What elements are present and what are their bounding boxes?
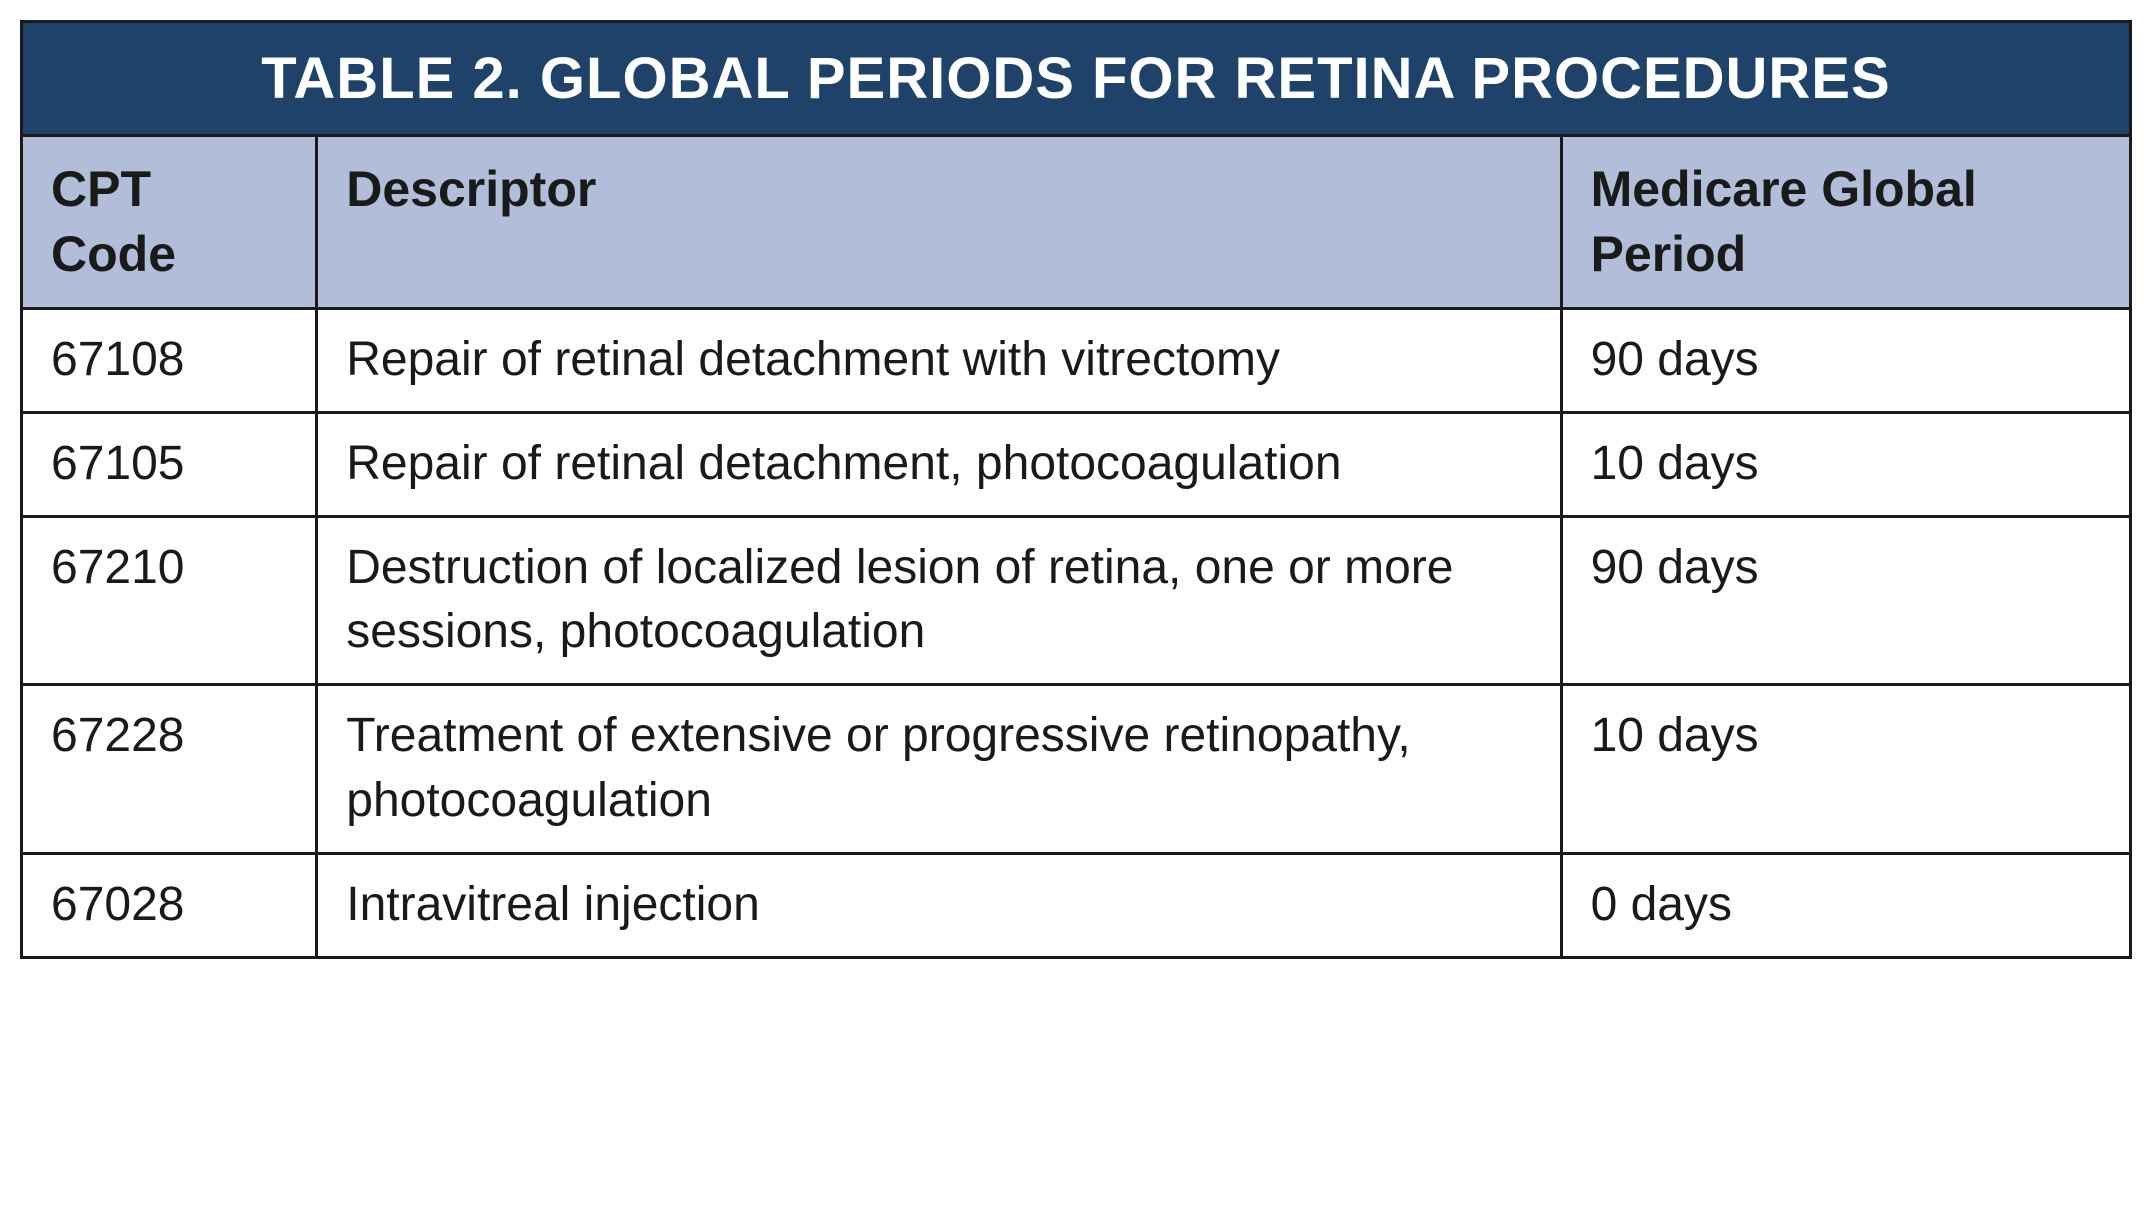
cell-cpt-code: 67105: [22, 412, 317, 516]
cell-period: 10 days: [1561, 685, 2130, 854]
table-container: TABLE 2. GLOBAL PERIODS FOR RETINA PROCE…: [20, 20, 2132, 959]
table-row: 67105 Repair of retinal detachment, phot…: [22, 412, 2131, 516]
table-row: 67228 Treatment of extensive or progress…: [22, 685, 2131, 854]
cell-cpt-code: 67228: [22, 685, 317, 854]
header-global-period: Medicare Global Period: [1561, 136, 2130, 309]
header-row: CPT Code Descriptor Medicare Global Peri…: [22, 136, 2131, 309]
cell-cpt-code: 67028: [22, 853, 317, 957]
table-title: TABLE 2. GLOBAL PERIODS FOR RETINA PROCE…: [22, 22, 2131, 136]
cell-period: 90 days: [1561, 309, 2130, 413]
cell-period: 10 days: [1561, 412, 2130, 516]
cell-descriptor: Intravitreal injection: [317, 853, 1561, 957]
retina-procedures-table: TABLE 2. GLOBAL PERIODS FOR RETINA PROCE…: [20, 20, 2132, 959]
cell-period: 0 days: [1561, 853, 2130, 957]
cell-period: 90 days: [1561, 516, 2130, 685]
cell-cpt-code: 67210: [22, 516, 317, 685]
cell-descriptor: Repair of retinal detachment with vitrec…: [317, 309, 1561, 413]
cell-descriptor: Treatment of extensive or progressive re…: [317, 685, 1561, 854]
cell-descriptor: Repair of retinal detachment, photocoagu…: [317, 412, 1561, 516]
table-row: 67108 Repair of retinal detachment with …: [22, 309, 2131, 413]
table-row: 67210 Destruction of localized lesion of…: [22, 516, 2131, 685]
header-descriptor: Descriptor: [317, 136, 1561, 309]
cell-cpt-code: 67108: [22, 309, 317, 413]
title-row: TABLE 2. GLOBAL PERIODS FOR RETINA PROCE…: [22, 22, 2131, 136]
table-row: 67028 Intravitreal injection 0 days: [22, 853, 2131, 957]
header-cpt-code: CPT Code: [22, 136, 317, 309]
cell-descriptor: Destruction of localized lesion of retin…: [317, 516, 1561, 685]
